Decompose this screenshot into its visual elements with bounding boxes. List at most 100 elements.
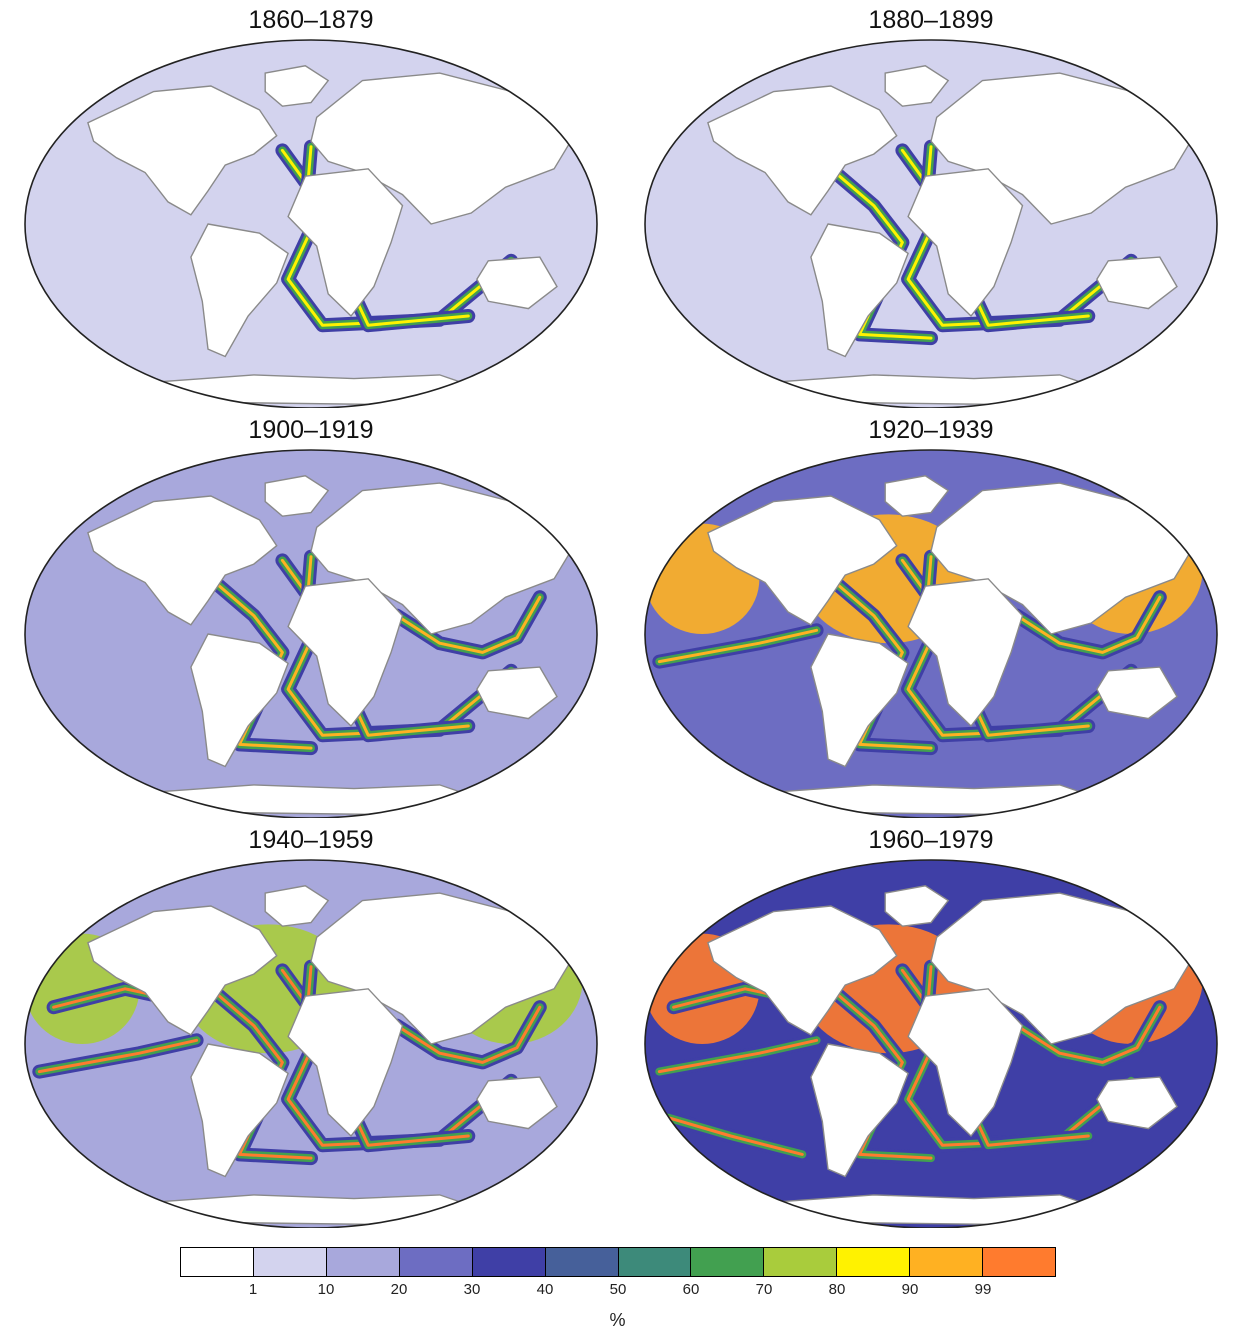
landmass (476, 1076, 558, 1130)
world-map (644, 449, 1218, 818)
legend-tick-label: 70 (755, 1281, 773, 1298)
shipping-lane (1015, 1005, 1162, 1064)
landmass (264, 885, 330, 927)
legend-tick-label: 40 (536, 1281, 554, 1298)
shipping-lane (657, 628, 819, 664)
landmass (87, 495, 278, 626)
panel-title: 1860–1879 (248, 6, 374, 34)
legend-swatch (764, 1248, 838, 1276)
landmass (310, 72, 576, 225)
map-panel: 1940–1959 (22, 826, 600, 1230)
map-panel: 1860–1879 (22, 6, 600, 410)
shipping-lane (395, 1005, 542, 1064)
landmass (1096, 1076, 1178, 1130)
legend-tick-label: 30 (463, 1281, 481, 1298)
shipping-lane (666, 1116, 804, 1156)
legend-tick-label: 80 (828, 1281, 846, 1298)
shipping-lane (395, 595, 542, 654)
shipping-lane (829, 577, 933, 750)
landmass (310, 892, 576, 1045)
map-panel: 1960–1979 (642, 826, 1220, 1230)
panel-title: 1920–1939 (868, 416, 994, 444)
world-map (24, 859, 598, 1228)
landmass (310, 482, 576, 635)
landmass (287, 578, 404, 728)
landmass (707, 495, 898, 626)
landmass (930, 72, 1196, 225)
map-frame (24, 449, 598, 818)
legend-unit-label: % (609, 1310, 626, 1330)
landmass (707, 85, 898, 216)
landmass (476, 666, 558, 720)
landmass (707, 905, 898, 1036)
landmass (190, 223, 289, 358)
landmass (810, 223, 909, 358)
landmass (287, 988, 404, 1138)
legend-tick-label: 60 (682, 1281, 700, 1298)
legend-swatch (181, 1248, 254, 1276)
map-frame (644, 859, 1218, 1228)
legend-swatch (837, 1248, 911, 1276)
landmass (87, 85, 278, 216)
map-panel: 1900–1919 (22, 416, 600, 820)
legend-swatch (691, 1248, 765, 1276)
map-frame (644, 39, 1218, 408)
world-map (24, 449, 598, 818)
map-panel: 1920–1939 (642, 416, 1220, 820)
landmass (884, 65, 950, 107)
legend-tick-label: 10 (317, 1281, 335, 1298)
panel-title: 1960–1979 (868, 826, 994, 854)
map-frame (24, 39, 598, 408)
landmass (907, 988, 1024, 1138)
shipping-lane (209, 577, 313, 750)
legend-swatch (618, 1248, 692, 1276)
landmass (264, 65, 330, 107)
landmass (930, 892, 1196, 1045)
legend-swatch (326, 1248, 400, 1276)
legend-tick-label: 90 (901, 1281, 919, 1298)
landmass (190, 1043, 289, 1178)
landmass (1096, 666, 1178, 720)
landmass (884, 475, 950, 517)
legend-swatch (983, 1248, 1056, 1276)
shipping-lane (1015, 595, 1162, 654)
landmass (287, 168, 404, 318)
world-map (644, 39, 1218, 408)
legend-swatch (253, 1248, 327, 1276)
landmass (907, 168, 1024, 318)
color-legend: 1 10 20 30 40 50 60 70 80 90 99 (180, 1247, 1056, 1299)
legend-swatch (472, 1248, 546, 1276)
legend-ticks: 1 10 20 30 40 50 60 70 80 90 99 (180, 1277, 1056, 1299)
legend-tick-label: 99 (974, 1281, 992, 1298)
map-panel: 1880–1899 (642, 6, 1220, 410)
panel-title: 1880–1899 (868, 6, 994, 34)
landmass (810, 1043, 909, 1178)
landmass (87, 905, 278, 1036)
panel-title: 1940–1959 (248, 826, 374, 854)
landmass (930, 482, 1196, 635)
map-frame (644, 449, 1218, 818)
panel-title: 1900–1919 (248, 416, 374, 444)
legend-swatch (399, 1248, 473, 1276)
legend-tick-label: 50 (609, 1281, 627, 1298)
landmass (884, 885, 950, 927)
shipping-lane (829, 167, 933, 340)
legend-color-bar (180, 1247, 1056, 1277)
world-map (644, 859, 1218, 1228)
landmass (1096, 256, 1178, 310)
landmass (190, 633, 289, 768)
landmass (264, 475, 330, 517)
legend-swatch (910, 1248, 984, 1276)
landmass (810, 633, 909, 768)
world-map (24, 39, 598, 408)
shipping-lane (209, 987, 313, 1160)
shipping-lane (657, 1038, 819, 1074)
legend-tick-label: 20 (390, 1281, 408, 1298)
landmass (907, 578, 1024, 728)
shipping-lane (829, 987, 933, 1160)
legend-tick-label: 1 (248, 1281, 258, 1298)
map-frame (24, 859, 598, 1228)
legend-swatch (545, 1248, 619, 1276)
landmass (476, 256, 558, 310)
shipping-lane (37, 1038, 199, 1074)
